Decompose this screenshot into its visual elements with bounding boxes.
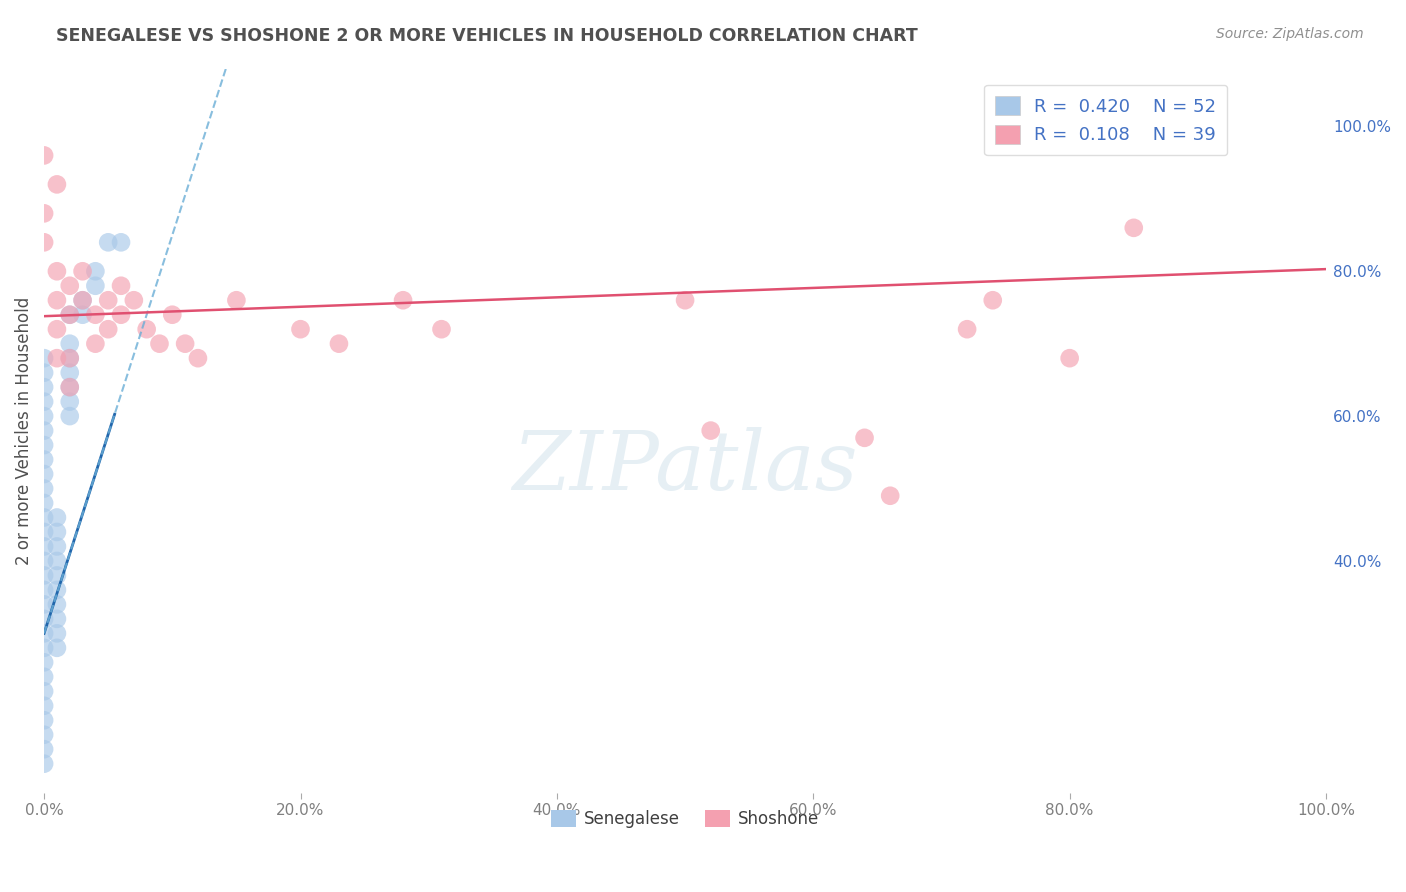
Point (32, 394, 55, 409)
Point (32, 524, 55, 539)
Point (72, 293, 94, 308)
Point (110, 308, 132, 322)
Point (162, 308, 184, 322)
Point (32, 452, 55, 467)
Point (45, 322, 67, 336)
Point (32, 626, 55, 640)
Point (59, 409, 82, 423)
Point (59, 394, 82, 409)
Point (32, 351, 55, 366)
Point (45, 540, 67, 554)
Point (59, 336, 82, 351)
Point (97, 235, 120, 250)
Point (430, 322, 453, 336)
Point (45, 626, 67, 640)
Point (45, 264, 67, 278)
Point (32, 670, 55, 684)
Point (956, 322, 979, 336)
Point (32, 713, 55, 727)
Point (72, 293, 94, 308)
Point (32, 742, 55, 756)
Point (45, 510, 67, 524)
Point (32, 656, 55, 670)
Point (45, 524, 67, 539)
Point (187, 351, 209, 366)
Point (32, 698, 55, 713)
Point (32, 438, 55, 452)
Point (148, 336, 170, 351)
Point (59, 308, 82, 322)
Point (32, 467, 55, 481)
Point (97, 322, 120, 336)
Point (59, 308, 82, 322)
Point (45, 640, 67, 655)
Point (110, 278, 132, 293)
Point (32, 598, 55, 612)
Point (392, 293, 415, 308)
Text: Source: ZipAtlas.com: Source: ZipAtlas.com (1216, 27, 1364, 41)
Point (32, 582, 55, 597)
Point (328, 336, 350, 351)
Point (84, 264, 107, 278)
Point (32, 496, 55, 510)
Point (32, 235, 55, 250)
Point (45, 554, 67, 568)
Point (32, 510, 55, 524)
Y-axis label: 2 or more Vehicles in Household: 2 or more Vehicles in Household (15, 296, 32, 565)
Point (45, 582, 67, 597)
Point (32, 540, 55, 554)
Point (72, 308, 94, 322)
Point (45, 598, 67, 612)
Point (110, 235, 132, 250)
Point (699, 424, 721, 438)
Point (32, 148, 55, 162)
Point (32, 482, 55, 496)
Point (32, 366, 55, 380)
Point (72, 264, 94, 278)
Text: ZIPatlas: ZIPatlas (512, 426, 858, 507)
Point (59, 351, 82, 366)
Point (290, 322, 312, 336)
Point (59, 351, 82, 366)
Point (45, 568, 67, 582)
Point (45, 178, 67, 192)
Point (135, 322, 157, 336)
Point (32, 684, 55, 698)
Point (1059, 351, 1081, 366)
Point (45, 612, 67, 626)
Point (32, 554, 55, 568)
Legend: Senegalese, Shoshone: Senegalese, Shoshone (544, 804, 827, 835)
Point (59, 380, 82, 394)
Point (673, 293, 696, 308)
Point (122, 293, 145, 308)
Point (59, 366, 82, 380)
Point (59, 380, 82, 394)
Point (45, 293, 67, 308)
Point (853, 431, 876, 445)
Point (225, 293, 247, 308)
Point (45, 351, 67, 366)
Text: SENEGALESE VS SHOSHONE 2 OR MORE VEHICLES IN HOUSEHOLD CORRELATION CHART: SENEGALESE VS SHOSHONE 2 OR MORE VEHICLE… (56, 27, 918, 45)
Point (84, 308, 107, 322)
Point (84, 278, 107, 293)
Point (84, 336, 107, 351)
Point (32, 568, 55, 582)
Point (97, 293, 120, 308)
Point (59, 278, 82, 293)
Point (32, 640, 55, 655)
Point (981, 293, 1004, 308)
Point (174, 336, 197, 351)
Point (32, 206, 55, 220)
Point (32, 380, 55, 394)
Point (32, 728, 55, 742)
Point (879, 489, 901, 503)
Point (32, 424, 55, 438)
Point (1122, 220, 1144, 235)
Point (32, 409, 55, 423)
Point (32, 612, 55, 626)
Point (32, 756, 55, 771)
